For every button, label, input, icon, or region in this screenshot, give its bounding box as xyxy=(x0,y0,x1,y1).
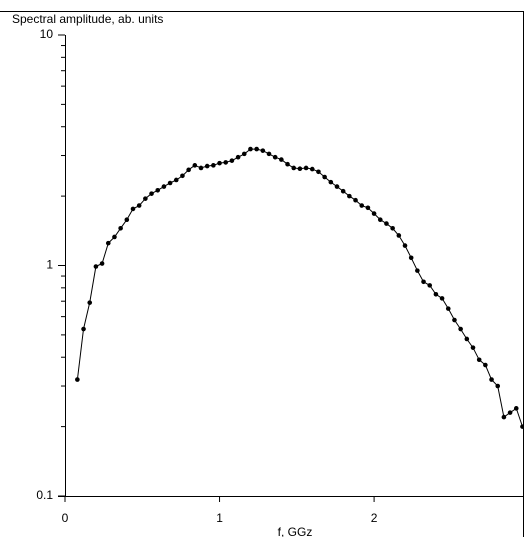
x-tick-label: 1 xyxy=(216,511,223,525)
data-point xyxy=(309,166,315,172)
data-point xyxy=(334,184,340,189)
y-tick-label: 10 xyxy=(40,27,54,41)
data-point xyxy=(279,157,284,162)
data-point xyxy=(161,184,167,189)
data-point xyxy=(248,146,253,152)
data-point xyxy=(229,158,235,163)
data-point xyxy=(192,163,198,168)
data-point xyxy=(439,296,445,301)
data-point xyxy=(495,383,501,389)
data-point xyxy=(377,217,383,223)
data-point xyxy=(81,326,86,332)
x-tick-label: 2 xyxy=(371,511,378,525)
y-tick-label: 1 xyxy=(46,258,53,272)
data-point xyxy=(167,180,173,186)
data-point xyxy=(445,306,451,311)
x-axis-label: f, GGz xyxy=(278,525,313,537)
data-point xyxy=(476,357,482,363)
data-point xyxy=(173,177,179,183)
data-point xyxy=(93,264,99,269)
data-point xyxy=(353,197,358,203)
data-point xyxy=(254,146,259,152)
data-point xyxy=(198,165,204,171)
data-point xyxy=(136,203,142,208)
data-point xyxy=(470,345,476,350)
data-point xyxy=(105,240,111,246)
data-point xyxy=(415,268,420,273)
data-point xyxy=(371,211,377,216)
data-point xyxy=(359,203,365,208)
data-point xyxy=(180,173,185,179)
data-point xyxy=(285,161,290,167)
data-point xyxy=(266,151,272,157)
data-point xyxy=(211,163,216,168)
data-point xyxy=(421,279,426,285)
data-point xyxy=(124,217,130,223)
data-point xyxy=(458,326,463,332)
data-point xyxy=(241,151,247,157)
data-point xyxy=(260,148,266,153)
y-tick-label: 0.1 xyxy=(36,488,53,502)
data-point xyxy=(408,255,414,261)
data-point xyxy=(402,243,408,248)
data-point xyxy=(272,154,278,160)
data-point xyxy=(316,169,321,175)
data-point xyxy=(75,377,80,382)
data-point xyxy=(384,221,389,226)
data-point xyxy=(143,196,148,201)
data-point xyxy=(328,179,334,185)
data-point xyxy=(149,191,154,196)
data-point xyxy=(433,291,439,297)
data-point xyxy=(291,165,297,171)
data-point xyxy=(204,163,210,169)
data-point xyxy=(501,414,507,420)
data-point xyxy=(427,283,433,288)
data-point xyxy=(186,167,191,173)
data-point xyxy=(118,226,123,231)
data-point xyxy=(464,336,470,342)
data-point xyxy=(390,226,395,231)
data-point xyxy=(87,300,93,305)
data-point xyxy=(303,165,309,171)
data-point xyxy=(235,154,241,160)
data-point xyxy=(112,234,117,240)
data-point xyxy=(520,424,524,429)
data-point xyxy=(489,377,494,382)
data-line xyxy=(76,148,523,427)
data-point xyxy=(155,187,161,193)
data-point xyxy=(452,317,457,323)
chart-title: Spectral amplitude, ab. units xyxy=(12,12,163,26)
data-point xyxy=(347,193,352,199)
x-tick-label: 0 xyxy=(62,511,69,525)
data-point xyxy=(513,406,519,411)
data-point xyxy=(507,410,513,415)
data-point xyxy=(396,233,402,238)
data-point xyxy=(483,362,488,368)
data-point xyxy=(297,166,303,172)
data-point xyxy=(223,160,229,165)
data-point xyxy=(365,205,371,211)
data-point xyxy=(322,174,327,180)
data-point xyxy=(99,261,105,266)
data-point xyxy=(217,160,222,166)
data-point xyxy=(130,206,136,212)
data-point xyxy=(340,188,346,194)
